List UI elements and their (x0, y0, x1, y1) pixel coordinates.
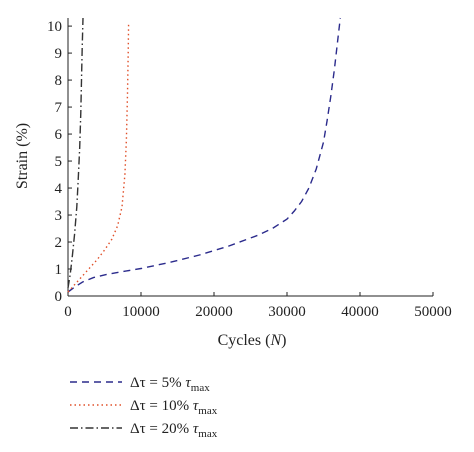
y-tick-label: 7 (55, 100, 63, 116)
y-axis-ticks: 0 1 2 3 4 5 6 7 8 9 10 (47, 19, 72, 305)
y-tick-label: 10 (47, 19, 62, 35)
x-tick-label: 20000 (195, 304, 233, 320)
y-tick-label: 1 (55, 262, 63, 278)
x-axis-title: Cycles (N) (218, 332, 287, 349)
y-tick-label: 3 (55, 208, 63, 224)
legend-label: Δτ = 10% τmax (130, 398, 218, 417)
x-tick-label: 0 (64, 304, 72, 320)
y-tick-label: 4 (55, 181, 63, 197)
legend-label: Δτ = 5% τmax (130, 375, 210, 394)
y-tick-label: 6 (55, 127, 63, 143)
x-tick-label: 10000 (122, 304, 160, 320)
plot-area: 0 10000 20000 30000 40000 50000 0 1 2 3 4 5 6 7 8 9 10 (47, 17, 452, 320)
series-line-2 (67, 23, 130, 293)
x-axis-ticks: 0 10000 20000 30000 40000 50000 (64, 292, 452, 320)
x-tick-label: 40000 (341, 304, 379, 320)
series-line-1 (67, 17, 341, 293)
x-tick-label: 50000 (414, 304, 452, 320)
y-tick-label: 0 (55, 289, 63, 305)
y-axis-title: Strain (%) (14, 123, 31, 189)
y-tick-label: 8 (55, 73, 63, 89)
y-tick-label: 2 (55, 235, 63, 251)
x-tick-label: 30000 (268, 304, 306, 320)
y-tick-label: 9 (55, 46, 63, 62)
series-line-3 (67, 17, 84, 289)
legend-label: Δτ = 20% τmax (130, 421, 218, 440)
legend: Δτ = 5% τmax Δτ = 10% τmax Δτ = 20% τmax (70, 375, 218, 440)
series-lines (67, 17, 341, 293)
y-tick-label: 5 (55, 154, 63, 170)
